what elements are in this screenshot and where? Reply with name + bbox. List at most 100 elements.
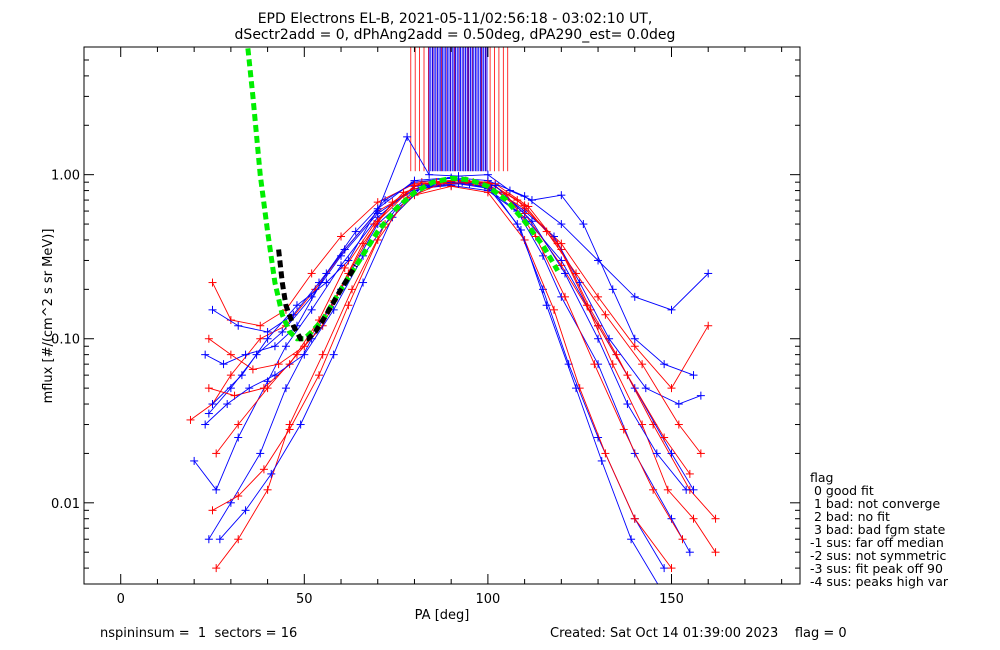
- data-point: [281, 342, 290, 351]
- data-point: [234, 420, 243, 429]
- data-point: [204, 409, 213, 418]
- legend-item-4: -1 sus: far off median: [810, 535, 944, 550]
- data-point: [296, 420, 305, 429]
- data-point: [399, 188, 408, 197]
- data-point: [373, 207, 382, 216]
- series-line-10: [212, 135, 694, 376]
- data-point: [561, 292, 570, 301]
- data-point: [711, 514, 720, 523]
- data-point: [237, 371, 246, 380]
- data-point: [204, 384, 213, 393]
- plot-frame: [83, 46, 801, 585]
- data-point: [638, 360, 647, 369]
- data-point: [594, 321, 603, 330]
- data-point: [538, 251, 547, 260]
- y-tick-label: 0.01: [51, 497, 80, 512]
- data-point: [307, 305, 316, 314]
- data-point: [274, 360, 283, 369]
- data-point: [259, 384, 268, 393]
- data-point: [215, 535, 224, 544]
- data-point: [597, 456, 606, 465]
- data-point: [524, 202, 533, 211]
- data-point: [454, 172, 463, 181]
- data-point: [201, 420, 210, 429]
- legend-item-7: -4 sus: peaks high var: [810, 574, 949, 589]
- data-point: [348, 285, 357, 294]
- data-point: [410, 181, 419, 190]
- data-point: [241, 350, 250, 359]
- series-line-11: [208, 180, 716, 553]
- data-point: [226, 316, 235, 325]
- data-point: [660, 564, 669, 573]
- data-point: [483, 170, 492, 179]
- data-point: [572, 269, 581, 278]
- data-point: [630, 334, 639, 343]
- data-point: [696, 391, 705, 400]
- data-point: [663, 485, 672, 494]
- data-point: [270, 342, 279, 351]
- data-point: [590, 360, 599, 369]
- data-point: [513, 220, 522, 229]
- data-point: [351, 227, 360, 236]
- data-point: [630, 342, 639, 351]
- data-point: [370, 220, 379, 229]
- data-point: [425, 170, 434, 179]
- data-point: [344, 301, 353, 310]
- data-point: [483, 188, 492, 197]
- data-point: [608, 360, 617, 369]
- data-point: [579, 220, 588, 229]
- data-point: [340, 263, 349, 272]
- data-point: [660, 433, 669, 442]
- data-point: [337, 232, 346, 241]
- data-point: [583, 301, 592, 310]
- legend-item-1: 1 bad: not converge: [810, 496, 941, 511]
- x-tick-label: 100: [475, 592, 500, 607]
- data-point: [259, 465, 268, 474]
- data-point: [234, 535, 243, 544]
- data-point: [630, 292, 639, 301]
- data-point: [561, 269, 570, 278]
- data-point: [226, 371, 235, 380]
- data-point: [572, 384, 581, 393]
- data-point: [307, 269, 316, 278]
- data-point: [340, 245, 349, 254]
- data-point: [281, 384, 290, 393]
- legend-item-0: 0 good fit: [810, 483, 874, 498]
- footer-nspin: nspininsum = 1 sectors = 16: [100, 626, 298, 641]
- data-point: [689, 485, 698, 494]
- data-point: [256, 449, 265, 458]
- data-point: [689, 514, 698, 523]
- data-point: [605, 334, 614, 343]
- data-point: [608, 285, 617, 294]
- series-line-8: [212, 177, 709, 405]
- data-point: [685, 469, 694, 478]
- data-point: [263, 327, 272, 336]
- y-tick-label: 0.10: [51, 333, 80, 348]
- series-line-2: [208, 184, 694, 491]
- data-point: [300, 350, 309, 359]
- data-point: [627, 535, 636, 544]
- series-line-3: [212, 181, 709, 389]
- data-point: [527, 217, 536, 226]
- data-point: [704, 321, 713, 330]
- data-point: [667, 449, 676, 458]
- data-point: [270, 371, 279, 380]
- legend-item-6: -3 sus: fit peak off 90: [810, 561, 943, 576]
- data-point: [454, 179, 463, 188]
- data-point: [623, 371, 632, 380]
- data-point: [667, 305, 676, 314]
- axes-layer: 0 50 100 150 0.01 0.10 1.00: [51, 46, 800, 607]
- data-point: [292, 301, 301, 310]
- x-axis-label: PA [deg]: [415, 608, 470, 623]
- fit-layer: [245, 47, 560, 342]
- data-point: [212, 449, 221, 458]
- data-point: [314, 371, 323, 380]
- data-point: [403, 132, 412, 141]
- fit-curve-1: [276, 249, 358, 342]
- data-point: [285, 425, 294, 434]
- data-point: [649, 420, 658, 429]
- data-point: [219, 360, 228, 369]
- data-point: [329, 350, 338, 359]
- data-point: [318, 350, 327, 359]
- data-point: [557, 220, 566, 229]
